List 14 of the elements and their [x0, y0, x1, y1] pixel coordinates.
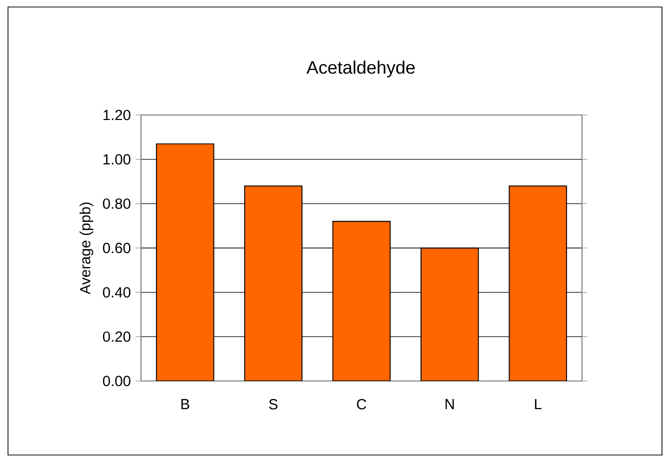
y-tick-label: 1.00 [104, 154, 130, 165]
chart-title: Acetaldehyde [306, 60, 415, 78]
x-tick-label: C [356, 399, 366, 410]
x-tick-label: S [269, 399, 278, 410]
y-tick-label: 1.20 [104, 110, 130, 120]
y-axis-title: Average (ppb) [80, 202, 94, 294]
x-tick-label: N [446, 399, 454, 410]
y-tick-label: 0.80 [102, 198, 130, 209]
y-tick-label: 0.20 [102, 331, 130, 342]
y-tick-label: 0.60 [102, 242, 130, 254]
x-tick-label: L [535, 399, 542, 410]
y-tick-label: 0.40 [102, 287, 130, 298]
y-tick-label: 0.00 [102, 376, 130, 386]
x-tick-label: B [181, 399, 190, 410]
